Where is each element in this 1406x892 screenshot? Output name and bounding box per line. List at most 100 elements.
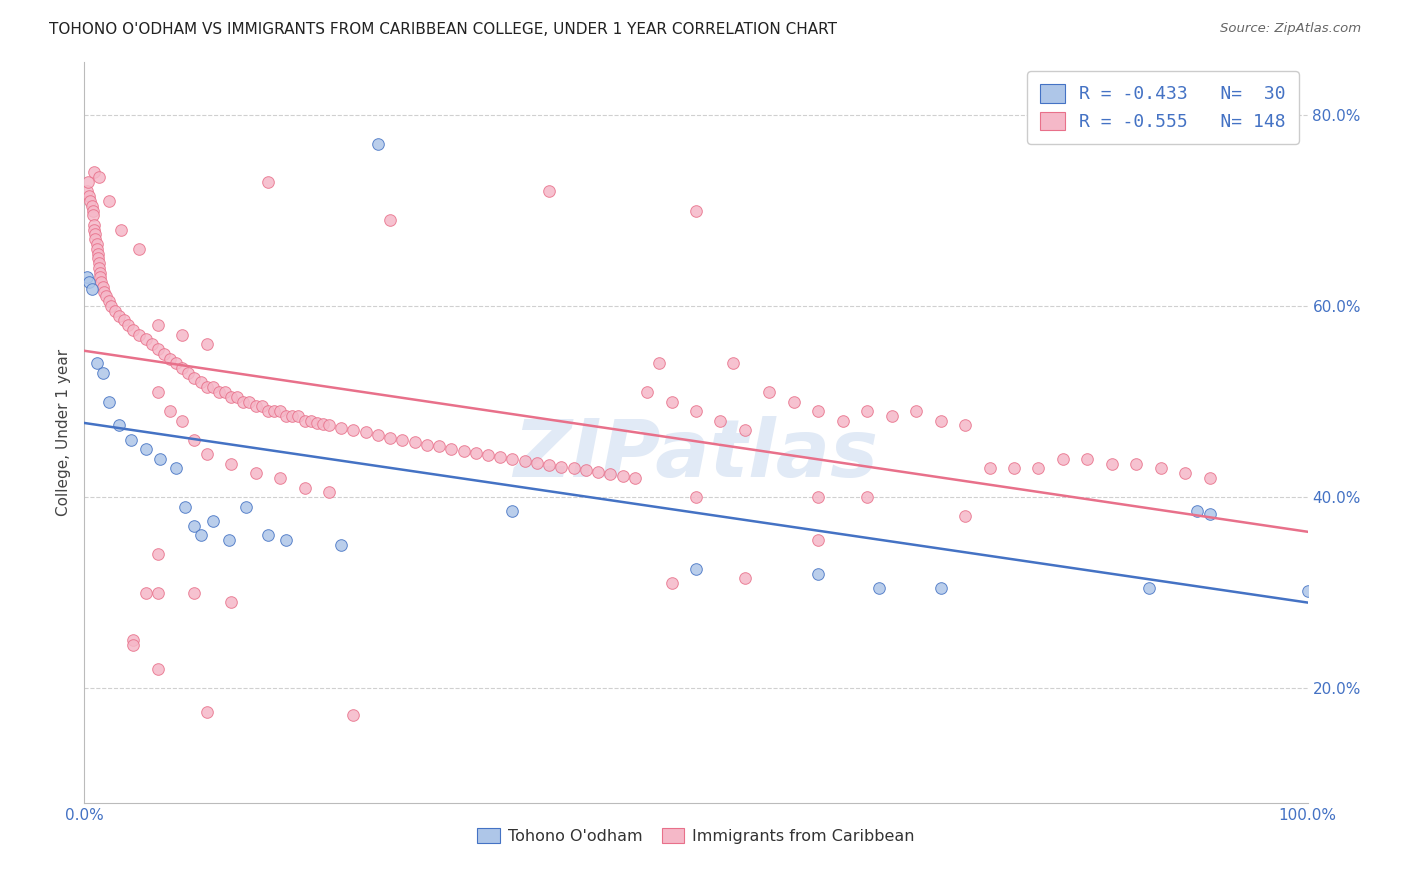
Point: [734, 423, 756, 437]
Point: [195, 447, 218, 461]
Point: [783, 394, 806, 409]
Point: [165, 356, 187, 370]
Point: [281, 409, 304, 423]
Point: [97, 194, 120, 208]
Point: [159, 351, 181, 366]
Point: [758, 384, 780, 399]
Point: [709, 414, 731, 428]
Point: [953, 418, 976, 433]
Point: [146, 318, 169, 333]
Point: [685, 404, 707, 418]
Point: [263, 404, 285, 418]
Point: [82, 208, 104, 222]
Point: [135, 442, 157, 457]
Point: [100, 299, 122, 313]
Point: [107, 309, 129, 323]
Point: [685, 490, 707, 504]
Point: [312, 417, 335, 432]
Point: [1198, 508, 1220, 522]
Point: [575, 463, 598, 477]
Point: [86, 236, 108, 251]
Point: [318, 485, 340, 500]
Point: [87, 170, 110, 185]
Point: [1150, 461, 1173, 475]
Point: [586, 465, 609, 479]
Point: [159, 404, 181, 418]
Point: [807, 566, 830, 581]
Point: [1174, 467, 1197, 481]
Point: [83, 222, 105, 236]
Point: [183, 370, 205, 384]
Point: [112, 313, 135, 327]
Point: [427, 440, 450, 454]
Point: [190, 376, 212, 390]
Point: [128, 242, 150, 256]
Point: [1198, 471, 1220, 485]
Point: [342, 707, 364, 722]
Point: [318, 418, 340, 433]
Point: [190, 528, 212, 542]
Legend: Tohono O'odham, Immigrants from Caribbean: Tohono O'odham, Immigrants from Caribbea…: [471, 822, 921, 850]
Point: [250, 400, 273, 414]
Point: [90, 275, 112, 289]
Point: [80, 282, 103, 296]
Point: [77, 175, 100, 189]
Point: [550, 459, 572, 474]
Point: [195, 337, 218, 351]
Point: [440, 442, 463, 457]
Point: [146, 384, 169, 399]
Point: [79, 194, 101, 208]
Point: [104, 303, 127, 318]
Point: [120, 433, 142, 447]
Point: [219, 390, 242, 404]
Point: [367, 428, 389, 442]
Point: [83, 165, 105, 179]
Point: [177, 366, 200, 380]
Point: [172, 414, 194, 428]
Point: [453, 444, 475, 458]
Point: [226, 390, 249, 404]
Point: [214, 384, 236, 399]
Point: [135, 333, 157, 347]
Point: [953, 509, 976, 524]
Point: [1076, 451, 1098, 466]
Point: [905, 404, 928, 418]
Point: [513, 454, 536, 468]
Point: [276, 533, 298, 547]
Point: [538, 185, 561, 199]
Point: [1125, 457, 1147, 471]
Point: [245, 467, 267, 481]
Point: [146, 585, 169, 599]
Point: [122, 633, 145, 648]
Point: [84, 232, 107, 246]
Point: [599, 467, 621, 482]
Point: [97, 394, 120, 409]
Point: [128, 327, 150, 342]
Point: [238, 394, 260, 409]
Point: [117, 318, 139, 333]
Point: [146, 548, 169, 562]
Point: [173, 500, 195, 514]
Point: [624, 471, 647, 485]
Point: [89, 270, 111, 285]
Point: [685, 203, 707, 218]
Point: [122, 638, 145, 652]
Point: [141, 337, 163, 351]
Point: [82, 203, 104, 218]
Point: [165, 461, 187, 475]
Point: [979, 461, 1001, 475]
Point: [110, 222, 132, 236]
Point: [287, 409, 309, 423]
Point: [807, 490, 830, 504]
Point: [330, 538, 353, 552]
Point: [172, 361, 194, 376]
Point: [83, 218, 105, 232]
Point: [218, 533, 240, 547]
Point: [807, 404, 830, 418]
Point: [87, 256, 110, 270]
Point: [201, 514, 224, 528]
Point: [245, 400, 267, 414]
Point: [562, 461, 585, 475]
Point: [464, 446, 486, 460]
Point: [1002, 461, 1025, 475]
